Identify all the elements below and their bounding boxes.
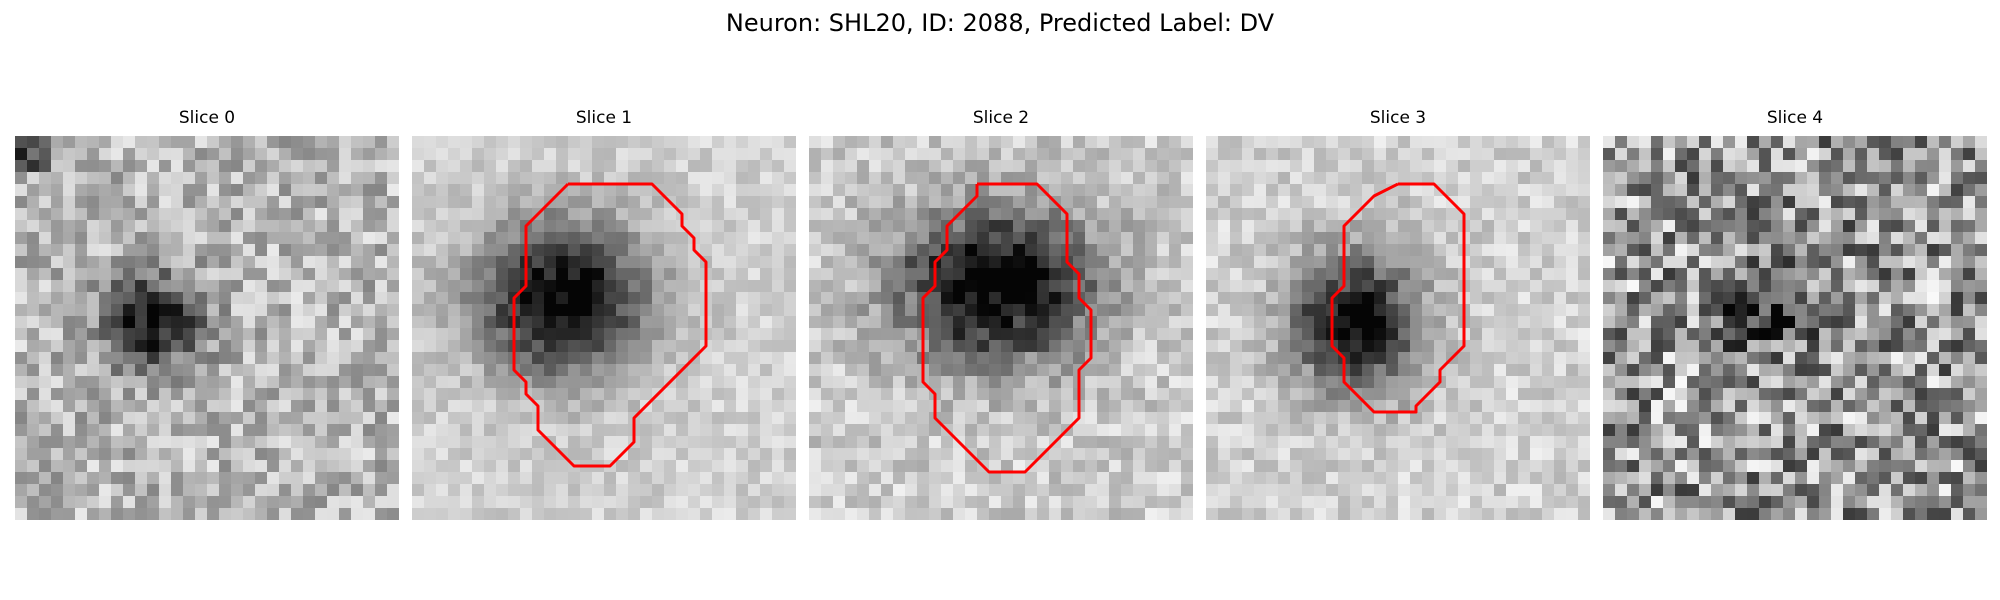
slice-title: Slice 0 — [178, 108, 236, 128]
neuron-contour — [1330, 182, 1466, 414]
slice-panel-0: Slice 0 — [15, 106, 399, 520]
neuron-contour — [512, 182, 708, 468]
neuron-contour — [921, 182, 1093, 474]
slice-title: Slice 4 — [1766, 108, 1824, 128]
slice-image-4 — [1603, 136, 1987, 520]
slice-panel-3: Slice 3 — [1206, 106, 1590, 520]
slice-image-0 — [15, 136, 399, 520]
slice-title: Slice 3 — [1369, 108, 1427, 128]
slice-image-1 — [412, 136, 796, 520]
figure-title: Neuron: SHL20, ID: 2088, Predicted Label… — [725, 9, 1275, 37]
slice-image-2 — [809, 136, 1193, 520]
slice-title: Slice 2 — [972, 108, 1030, 128]
slice-image-3 — [1206, 136, 1590, 520]
slice-panel-4: Slice 4 — [1603, 106, 1987, 520]
slice-panel-1: Slice 1 — [412, 106, 796, 520]
slice-panel-2: Slice 2 — [809, 106, 1193, 520]
slice-title: Slice 1 — [575, 108, 633, 128]
